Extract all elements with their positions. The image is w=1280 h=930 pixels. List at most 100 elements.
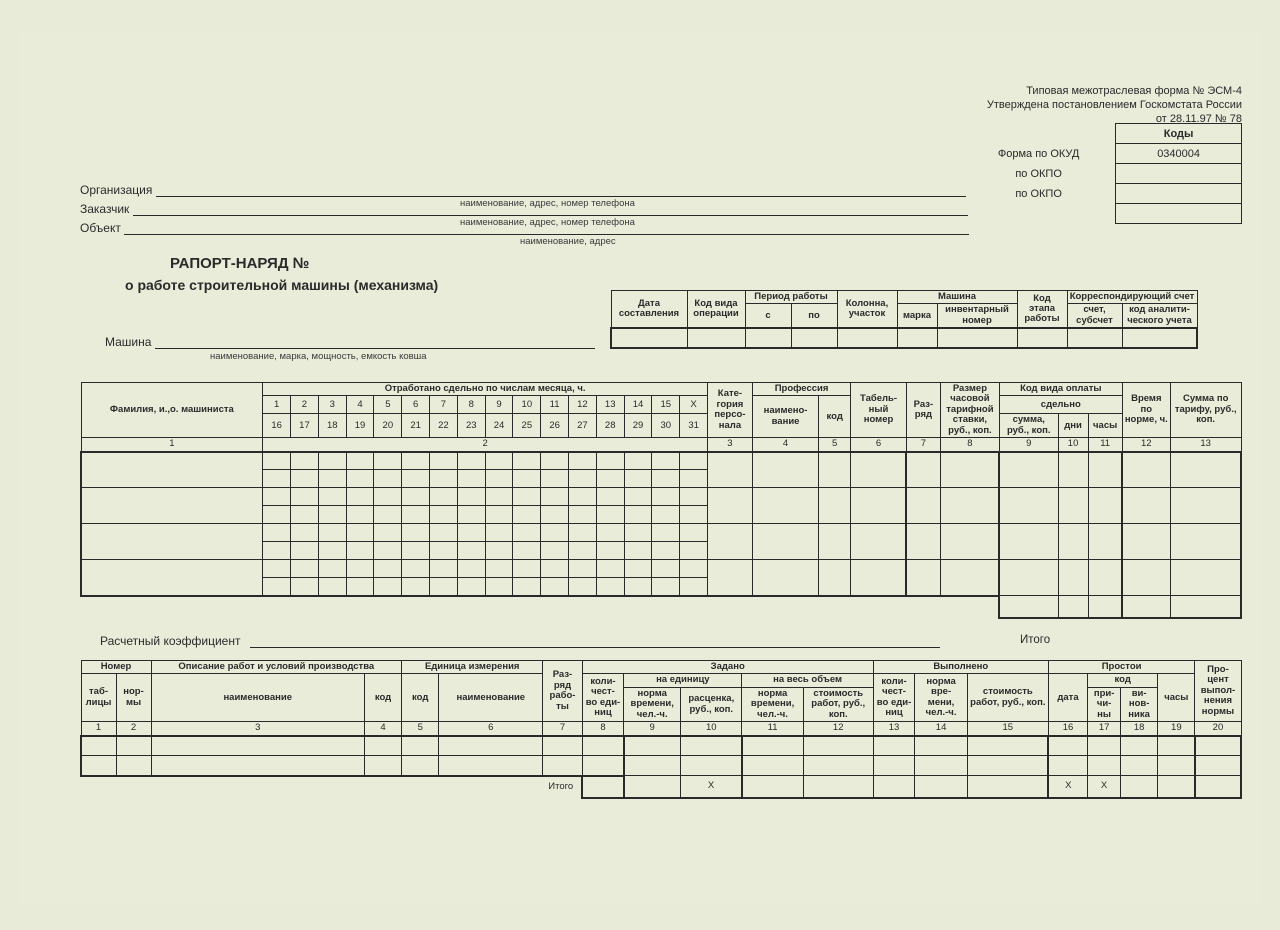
t3-itogo-label: Итого (81, 776, 582, 798)
codes-block: Коды Форма по ОКУД 0340004 по ОКПО по ОК… (962, 123, 1242, 224)
t3-x2: Х (1048, 776, 1087, 798)
t3-chasy: часы (1158, 674, 1195, 722)
t3-cn1: 1 (81, 722, 116, 736)
t2-d2-6: 22 (430, 414, 458, 438)
t2-d2-8: 24 (485, 414, 513, 438)
t2-fio: Фамилия, и.,о. машиниста (81, 383, 263, 438)
t3-kol1: коли- чест- во еди- ниц (582, 674, 624, 722)
t2-sdelno: сдельно (999, 396, 1122, 414)
t2-d2-0: 16 (263, 414, 291, 438)
t2-prof: Профессия (752, 383, 850, 396)
t3-kol2: коли- чест- во еди- ниц (873, 674, 915, 722)
koeff-field: Расчетный коэффициент (100, 634, 940, 648)
h-po: по (791, 304, 837, 328)
t3-normavr2: норма вре- мени, чел.-ч. (915, 674, 968, 722)
t3-cn6: 6 (439, 722, 543, 736)
t3-vyp: Выполнено (873, 661, 1048, 674)
h-kolonna: Колонна, участок (837, 291, 897, 329)
org-label: Организация (80, 183, 152, 197)
t3-kod: код (1088, 674, 1158, 687)
header-params-table: Дата составления Код вида операции Перио… (610, 290, 1198, 349)
okpo1-label: по ОКПО (962, 164, 1116, 184)
paper-sheet: Типовая межотраслевая форма № ЭСМ-4 Утве… (20, 30, 1262, 905)
t3-razr: Раз- ряд рабо- ты (543, 661, 582, 722)
t2-d1-13: 14 (624, 396, 652, 414)
t2-otrab: Отработано сдельно по числам месяца, ч. (263, 383, 708, 396)
object-label: Объект (80, 221, 121, 235)
customer-field: Заказчик (80, 202, 968, 216)
t2-d1-1: 2 (291, 396, 319, 414)
t2-d1-4: 5 (374, 396, 402, 414)
t2-cn5: 5 (819, 438, 851, 452)
works-table: Номер Описание работ и условий производс… (80, 660, 1242, 799)
t3-cn12: 12 (803, 722, 873, 736)
t2-d1-11: 12 (569, 396, 597, 414)
t3-cn4: 4 (364, 722, 401, 736)
timesheet-block: Фамилия, и.,о. машиниста Отработано сдел… (80, 382, 1242, 619)
okpo2-label: по ОКПО (962, 184, 1116, 204)
t3-stoim2: стоимость работ, руб., коп. (967, 674, 1048, 722)
customer-label: Заказчик (80, 202, 129, 216)
t3-data: дата (1048, 674, 1087, 722)
t3-cn13: 13 (873, 722, 915, 736)
t2-vremya: Время по норме, ч. (1122, 383, 1170, 438)
t2-profkod: код (819, 396, 851, 438)
form-meta-line1: Типовая межотраслевая форма № ЭСМ-4 (987, 85, 1242, 99)
t3-proc: Про- цент выпол- нения нормы (1195, 661, 1241, 722)
timesheet-table: Фамилия, и.,о. машиниста Отработано сдел… (80, 382, 1242, 619)
doc-title-2: о работе строительной машины (механизма) (125, 277, 438, 293)
t3-cn8: 8 (582, 722, 624, 736)
codes-row4-value (1116, 204, 1242, 224)
doc-title-1: РАПОРТ-НАРЯД № (170, 255, 309, 272)
t3-naed: на единицу (624, 674, 742, 687)
h-marka: марка (897, 304, 937, 328)
t2-d1-7: 8 (457, 396, 485, 414)
koeff-label: Расчетный коэффициент (100, 634, 240, 648)
t3-prich: при- чи- ны (1088, 687, 1121, 721)
codes-title: Коды (1116, 124, 1242, 144)
t3-normy: нор- мы (116, 674, 151, 722)
t2-cn3: 3 (708, 438, 753, 452)
org-field: Организация (80, 183, 966, 197)
t3-cn20: 20 (1195, 722, 1241, 736)
t2-d1-0: 1 (263, 396, 291, 414)
t2-d1-15: Х (680, 396, 708, 414)
h-s: с (745, 304, 791, 328)
t2-cn9: 9 (999, 438, 1058, 452)
h-schet: счет, субсчет (1067, 304, 1122, 328)
t3-opiskod: код (364, 674, 401, 722)
t2-d1-14: 15 (652, 396, 680, 414)
t2-cn8: 8 (941, 438, 1000, 452)
t2-d2-1: 17 (291, 414, 319, 438)
t3-cn7: 7 (543, 722, 582, 736)
t2-kateg: Кате- гория персо- нала (708, 383, 753, 438)
t3-x3: Х (1088, 776, 1121, 798)
t3-cn18: 18 (1121, 722, 1158, 736)
t2-d1-3: 4 (346, 396, 374, 414)
machine-label: Машина (105, 335, 151, 349)
t2-d1-9: 10 (513, 396, 541, 414)
form-meta-line2: Утверждена постановлением Госкомстата Ро… (987, 99, 1242, 113)
t2-sumtarif: Сумма по тарифу, руб., коп. (1170, 383, 1241, 438)
t2-d2-11: 27 (569, 414, 597, 438)
t3-stoim1: стоимость работ, руб., коп. (803, 687, 873, 721)
okud-label: Форма по ОКУД (962, 144, 1116, 164)
t3-x1: Х (681, 776, 742, 798)
t3-cn11: 11 (742, 722, 803, 736)
t2-d2-14: 30 (652, 414, 680, 438)
t2-cn2: 2 (263, 438, 708, 452)
t2-profname: наимено- вание (752, 396, 818, 438)
t3-edname: наименование (439, 674, 543, 722)
t3-cn16: 16 (1048, 722, 1087, 736)
t2-d2-4: 20 (374, 414, 402, 438)
codes-table: Коды Форма по ОКУД 0340004 по ОКПО по ОК… (962, 123, 1242, 224)
okpo1-value (1116, 164, 1242, 184)
okud-value: 0340004 (1116, 144, 1242, 164)
t3-cn15: 15 (967, 722, 1048, 736)
h-anal: код аналити- ческого учета (1122, 304, 1197, 328)
t2-cn11: 11 (1088, 438, 1122, 452)
t3-opisname: наименование (151, 674, 364, 722)
t3-cn5: 5 (402, 722, 439, 736)
t3-cn14: 14 (915, 722, 968, 736)
t2-cn1: 1 (81, 438, 263, 452)
